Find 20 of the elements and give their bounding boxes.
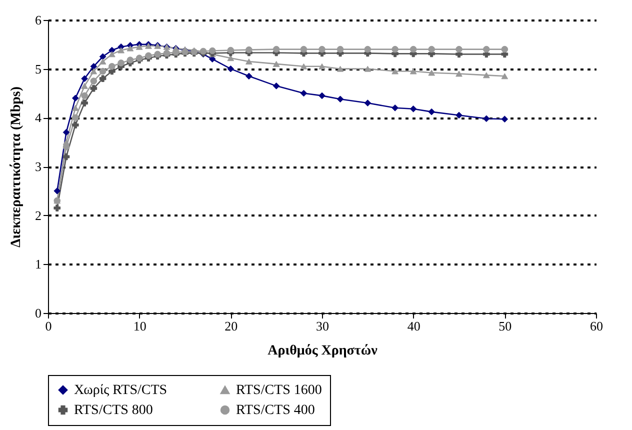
x-tick-label: 40 bbox=[407, 318, 420, 334]
x-tick-label: 60 bbox=[590, 318, 603, 334]
legend-label: RTS/CTS 800 bbox=[74, 403, 153, 418]
y-tick-label: 6 bbox=[35, 12, 42, 28]
y-tick-label: 4 bbox=[35, 110, 42, 126]
x-tick-label: 20 bbox=[224, 318, 238, 334]
x-axis-title: Αριθμός Χρηστών bbox=[268, 344, 378, 358]
y-tick-label: 5 bbox=[35, 61, 42, 76]
legend-label: RTS/CTS 1600 bbox=[236, 383, 322, 398]
x-tick-label: 30 bbox=[316, 318, 329, 334]
y-tick-label: 3 bbox=[35, 159, 42, 174]
y-tick-label: 0 bbox=[35, 306, 42, 320]
y-tick-label: 2 bbox=[35, 208, 42, 223]
x-tick-label: 0 bbox=[45, 318, 52, 334]
x-tick-label: 50 bbox=[498, 318, 512, 334]
y-axis-title: Διεκπεραιτικότητα (Mbps) bbox=[9, 86, 24, 248]
legend-label: RTS/CTS 400 bbox=[236, 403, 315, 418]
y-tick-label: 1 bbox=[35, 256, 42, 272]
legend-label: Χωρίς RTS/CTS bbox=[74, 383, 168, 398]
x-tick-label: 10 bbox=[133, 318, 146, 334]
